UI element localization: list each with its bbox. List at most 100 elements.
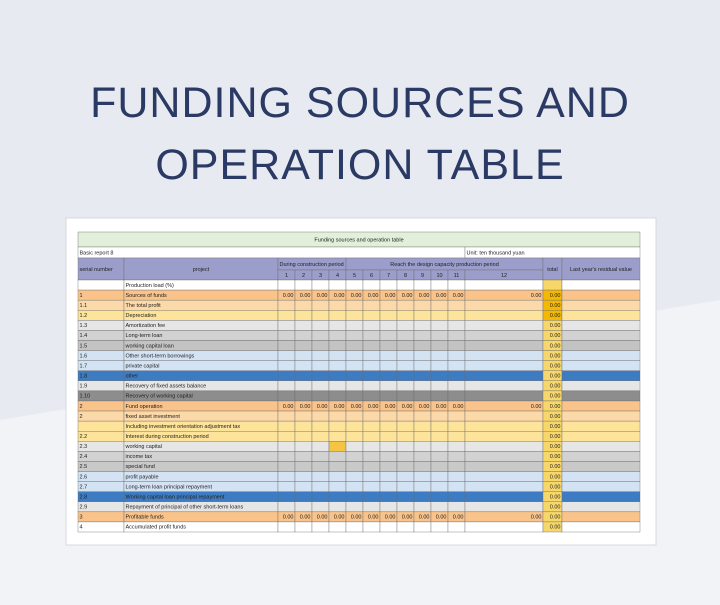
cell [328,370,347,382]
cell [379,420,398,432]
cell [345,320,364,331]
total-value: 0.00 [550,363,561,369]
cell [328,330,347,341]
total-value: 0.00 [550,434,561,440]
cell [447,380,466,392]
cell [396,330,415,341]
cell [294,299,313,311]
period-value: 0.00 [385,293,396,299]
cell [561,521,641,533]
page-title: FUNDING SOURCES AND [90,79,630,127]
cell [396,310,415,321]
cell [379,380,398,392]
column-header: Last year's residual value [570,267,632,273]
cell [561,299,641,311]
cell [345,420,364,432]
period-value: 0.00 [385,404,396,410]
period-value: 0.00 [531,404,542,410]
cell [447,521,466,533]
project-name: Fund operation [126,404,163,410]
cell [345,330,364,341]
project-name: working capital [125,444,162,450]
cell [311,330,330,341]
cell [379,279,398,291]
cell [277,461,296,472]
project-name: Repayment of principal of other short-te… [126,505,244,511]
cell [413,370,432,382]
period-value: 0.00 [317,404,328,410]
cell [413,340,432,351]
cell [379,431,398,442]
cell [413,410,432,422]
total-value: 0.00 [550,404,561,410]
project-name: Production load (%) [126,283,174,289]
cell [311,360,330,371]
serial-number: 1.9 [80,384,88,390]
period-value: 0.00 [531,515,542,521]
cell [396,320,415,331]
cell [413,481,432,492]
period-value: 0.00 [453,404,464,410]
period-value: 0.00 [453,293,464,299]
cell [413,441,432,452]
cell [430,299,449,311]
cell [430,461,449,472]
total-value: 0.00 [550,464,561,470]
serial-number: 4 [80,525,83,531]
cell [430,320,449,331]
cell [277,390,296,402]
period-value: 0.00 [317,515,328,521]
total-value: 0.00 [550,353,561,359]
cell [561,481,641,492]
period-value: 0.00 [334,293,345,299]
period-value: 0.00 [402,404,413,410]
cell [561,431,641,442]
cell [413,471,432,482]
total-value: 0.00 [550,494,561,500]
cell [561,350,641,361]
column-header: During construction period [280,262,344,268]
cell [447,461,466,472]
cell [379,410,398,422]
total-value: 0.00 [550,525,561,531]
cell [396,360,415,371]
cell [396,451,415,462]
cell [328,431,347,442]
cell [277,299,296,311]
cell [379,390,398,402]
project-name: fixed asset investment [126,414,181,420]
cell [345,350,364,361]
project-name: Interest during construction period [126,434,209,440]
total-value: 0.00 [550,333,561,339]
project-name: Accumulated profit funds [126,525,187,531]
cell [277,340,296,351]
cell [328,441,347,452]
cell [379,461,398,472]
project-name: working capital loan [125,343,174,349]
cell [311,410,330,422]
cell [379,481,398,492]
cell [413,431,432,442]
cell [430,410,449,422]
cell [345,441,364,452]
cell [396,521,415,533]
report-label: Basic report 8 [80,250,114,256]
cell [77,521,125,533]
cell [413,521,432,533]
cell [561,390,641,402]
cell [396,410,415,422]
cell [561,410,641,422]
period-value: 0.00 [334,515,345,521]
cell [277,380,296,392]
cell [379,521,398,533]
cell [447,360,466,371]
period-value: 0.00 [351,515,362,521]
total-value: 0.00 [550,444,561,450]
cell [311,380,330,392]
cell [413,451,432,462]
period-header: 4 [336,273,339,279]
cell [561,310,641,321]
cell [362,370,381,382]
cell [396,390,415,402]
cell [328,380,347,392]
